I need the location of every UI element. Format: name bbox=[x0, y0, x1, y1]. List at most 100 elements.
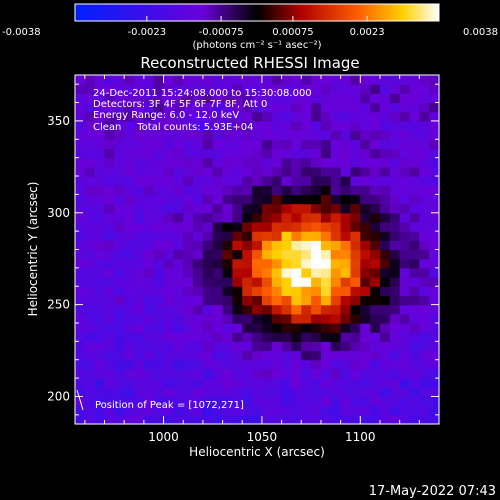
heatmap-cell bbox=[134, 341, 145, 352]
heatmap-cell bbox=[330, 176, 342, 186]
heatmap-cell bbox=[360, 378, 371, 388]
heatmap-cell bbox=[124, 359, 135, 370]
heatmap-cell bbox=[232, 120, 243, 131]
y-tick-label: 300 bbox=[47, 206, 70, 220]
heatmap-cell bbox=[370, 148, 381, 159]
heatmap-cell bbox=[252, 304, 263, 315]
heatmap-cell bbox=[84, 350, 96, 361]
heatmap-cell bbox=[232, 166, 243, 177]
heatmap-cell bbox=[143, 148, 155, 159]
heatmap-cell bbox=[281, 304, 293, 315]
heatmap-cell bbox=[124, 322, 135, 333]
heatmap-cell bbox=[429, 102, 440, 113]
heatmap-cell bbox=[340, 378, 352, 388]
heatmap-cell bbox=[124, 102, 135, 113]
heatmap-cell bbox=[389, 258, 401, 269]
heatmap-cell bbox=[212, 249, 224, 260]
heatmap-cell bbox=[360, 267, 371, 278]
heatmap-cell bbox=[124, 414, 135, 425]
heatmap-cell bbox=[291, 378, 302, 388]
heatmap-cell bbox=[252, 249, 263, 260]
heatmap-cell bbox=[320, 350, 332, 361]
heatmap-cell bbox=[291, 240, 302, 251]
heatmap-cell bbox=[340, 212, 352, 223]
heatmap-cell bbox=[104, 304, 115, 315]
heatmap-cell bbox=[301, 185, 312, 195]
colorbar-tick-label: 0.0023 bbox=[350, 27, 385, 38]
heatmap-cell bbox=[143, 249, 155, 260]
heatmap-cell bbox=[124, 240, 135, 251]
heatmap-cell bbox=[173, 102, 184, 113]
heatmap-cell bbox=[222, 120, 234, 131]
heatmap-cell bbox=[94, 176, 106, 186]
heatmap-cell bbox=[409, 240, 420, 251]
heatmap-cell bbox=[124, 387, 135, 398]
heatmap-cell bbox=[84, 148, 96, 159]
heatmap-cell bbox=[379, 414, 391, 425]
heatmap-cell bbox=[399, 332, 411, 342]
colorbar-bar bbox=[74, 3, 440, 22]
heatmap-cell bbox=[301, 286, 312, 297]
heatmap-cell bbox=[389, 102, 401, 113]
heatmap-cell bbox=[75, 414, 86, 425]
heatmap-cell bbox=[173, 341, 184, 352]
heatmap-cell bbox=[212, 102, 224, 113]
heatmap-cell bbox=[379, 75, 391, 85]
heatmap-cell bbox=[134, 368, 145, 379]
heatmap-cell bbox=[153, 231, 165, 241]
heatmap-cell bbox=[301, 166, 312, 177]
heatmap-cell bbox=[124, 231, 135, 241]
heatmap-cell bbox=[379, 84, 391, 94]
heatmap-cell bbox=[419, 368, 430, 379]
heatmap-cell bbox=[75, 139, 86, 150]
heatmap-cell bbox=[212, 221, 224, 232]
heatmap-cell bbox=[350, 286, 361, 297]
heatmap-cell bbox=[261, 176, 273, 186]
heatmap-cell bbox=[84, 93, 96, 104]
heatmap-cell bbox=[252, 378, 263, 388]
heatmap-cell bbox=[370, 249, 381, 260]
heatmap-cell bbox=[114, 350, 125, 361]
heatmap-cell bbox=[163, 341, 174, 352]
heatmap-cell bbox=[183, 75, 194, 85]
heatmap-cell bbox=[399, 414, 411, 425]
heatmap-cell bbox=[340, 139, 352, 150]
heatmap-cell bbox=[291, 396, 302, 407]
heatmap-cell bbox=[271, 387, 283, 398]
heatmap-cell bbox=[419, 84, 430, 94]
heatmap-cell bbox=[143, 378, 155, 388]
heatmap-cell bbox=[193, 166, 204, 177]
heatmap-cell bbox=[124, 396, 135, 407]
heatmap-cell bbox=[124, 378, 135, 388]
heatmap-cell bbox=[94, 350, 106, 361]
heatmap-cell bbox=[163, 120, 174, 131]
heatmap-cell bbox=[350, 240, 361, 251]
heatmap-cell bbox=[183, 157, 194, 168]
heatmap-cell bbox=[389, 350, 401, 361]
heatmap-cell bbox=[360, 111, 371, 122]
heatmap-cell bbox=[212, 378, 224, 388]
heatmap-cell bbox=[261, 277, 273, 287]
heatmap-cell bbox=[409, 139, 420, 150]
heatmap-cell bbox=[163, 148, 174, 159]
heatmap-cell bbox=[261, 203, 273, 214]
heatmap-cell bbox=[330, 194, 342, 205]
heatmap-cell bbox=[153, 157, 165, 168]
heatmap-cell bbox=[429, 139, 440, 150]
heatmap-cell bbox=[173, 304, 184, 315]
heatmap-cell bbox=[409, 212, 420, 223]
heatmap-cell bbox=[153, 139, 165, 150]
heatmap-cell bbox=[379, 120, 391, 131]
heatmap-cell bbox=[399, 102, 411, 113]
heatmap-cell bbox=[193, 414, 204, 425]
heatmap-cell bbox=[281, 240, 293, 251]
heatmap-cell bbox=[399, 120, 411, 131]
heatmap-cell bbox=[84, 359, 96, 370]
heatmap-cell bbox=[301, 157, 312, 168]
heatmap-cell bbox=[222, 378, 234, 388]
heatmap-cell bbox=[242, 405, 253, 416]
heatmap-cell bbox=[114, 378, 125, 388]
heatmap-cell bbox=[193, 157, 204, 168]
heatmap-cell bbox=[281, 221, 293, 232]
heatmap-cell bbox=[94, 221, 106, 232]
